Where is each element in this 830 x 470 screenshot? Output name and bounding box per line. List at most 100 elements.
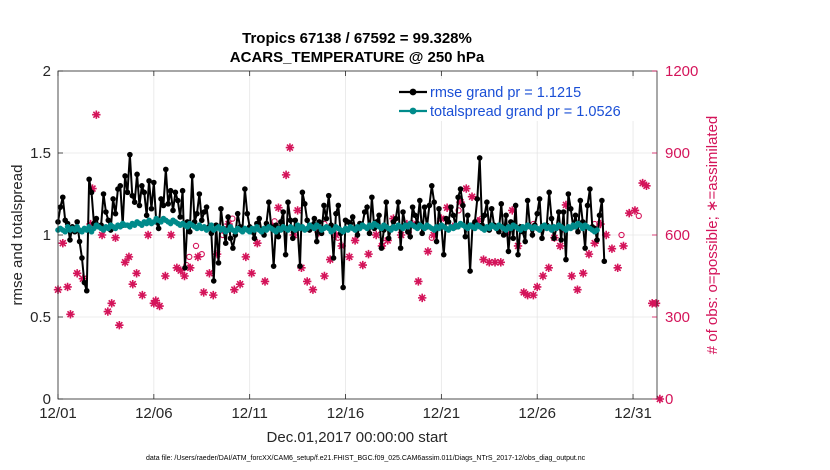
rmse-point [311, 215, 318, 222]
rmse-point [74, 219, 80, 225]
rmse-point [335, 202, 342, 209]
y-tick-label: 2 [43, 63, 51, 80]
obs-assimilated-point [429, 230, 438, 240]
obs-assimilated-point [166, 230, 176, 240]
rmse-point [330, 255, 337, 261]
obs-assimilated-point [467, 192, 477, 201]
rmse-point [383, 199, 390, 205]
obs-assimilated-point [561, 200, 571, 210]
obs-assimilated-point [72, 269, 82, 278]
rmse-point [179, 187, 186, 194]
rmse-point [278, 219, 284, 225]
obs-assimilated-point [115, 321, 124, 330]
rmse-point [110, 196, 116, 202]
rmse-point [534, 210, 540, 217]
rmse-point [93, 215, 100, 222]
obs-assimilated-point [97, 230, 107, 240]
obs-assimilated-point [423, 247, 433, 256]
rmse-point [515, 251, 521, 258]
rmse-point [503, 212, 509, 219]
obs-assimilated-point [613, 263, 622, 272]
obs-assimilated-point [235, 280, 245, 289]
obs-possible-point [618, 231, 625, 239]
rmse-point [364, 204, 370, 210]
rmse-point [198, 217, 205, 224]
rmse-point [428, 183, 435, 189]
rmse-point [407, 233, 414, 240]
obs-assimilated-point [442, 203, 452, 212]
obs-assimilated-point [556, 241, 565, 251]
rmse-point [599, 197, 605, 204]
rmse-point [397, 245, 404, 251]
obs-assimilated-point [508, 206, 517, 215]
rmse-point [385, 235, 392, 242]
rmse-point [457, 186, 464, 192]
obs-assimilated-point [92, 110, 101, 119]
y-tick-label: 1 [43, 227, 51, 244]
rmse-point [536, 196, 543, 202]
obs-assimilated-point [253, 239, 262, 248]
x-tick-label: 12/11 [231, 405, 267, 422]
rmse-point [136, 202, 143, 209]
obs-assimilated-point [285, 143, 295, 152]
rmse-point [177, 214, 183, 220]
obs-assimilated-point [529, 290, 538, 300]
rmse-point [349, 214, 356, 220]
obs-assimilated-point [345, 252, 354, 262]
rmse-point [129, 192, 136, 199]
rmse-point [440, 251, 447, 258]
obs-assimilated-point [308, 285, 318, 294]
rmse-point [498, 201, 505, 207]
rmse-point [196, 191, 203, 197]
rmse-point [234, 210, 241, 217]
obs-assimilated-point [519, 288, 528, 297]
rmse-point [122, 173, 128, 179]
obs-assimilated-point [567, 271, 576, 281]
rmse-point [548, 215, 555, 222]
obs-assimilated-point [193, 252, 203, 262]
obs-assimilated-point [88, 184, 97, 193]
rmse-point [167, 187, 174, 194]
rmse-point [361, 209, 368, 215]
rmse-point [160, 202, 167, 209]
rmse-point [596, 212, 603, 219]
rmse-point [455, 194, 461, 201]
y2-tick-label: 600 [665, 227, 690, 244]
rmse-point [282, 251, 289, 258]
rmse-point [405, 228, 411, 235]
obs-assimilated-point [596, 219, 605, 229]
rmse-point [445, 219, 452, 225]
ticks: 12/01 12/06 12/11 12/16 12/21 12/26 12/31 0 0.5 1… [30, 63, 698, 422]
rmse-point [304, 217, 310, 224]
rmse-point [529, 232, 536, 238]
obs-assimilated-point [573, 285, 582, 294]
obs-assimilated-point [625, 208, 634, 218]
obs-assimilated-point [120, 258, 130, 267]
rmse-point [297, 263, 303, 269]
x-axis-label: Dec.01,2017 00:00:00 start [267, 429, 449, 446]
obs-assimilated-point [538, 271, 548, 281]
chart-subtitle: ACARS_TEMPERATURE @ 250 hPa [230, 49, 485, 66]
rmse-point [67, 237, 73, 243]
rmse-point [421, 204, 428, 210]
x-tick-label: 12/01 [39, 405, 77, 422]
rmse-point [369, 194, 375, 201]
obs-assimilated-point [462, 184, 471, 193]
obs-assimilated-point [607, 244, 617, 253]
rmse-point [409, 204, 416, 210]
rmse-point [81, 279, 88, 286]
obs-possible-point [455, 207, 462, 214]
obs-assimilated-point [331, 230, 341, 240]
obs-assimilated-point [417, 293, 427, 303]
obs-assimilated-point [485, 258, 494, 267]
rmse-point [112, 210, 119, 217]
rmse-point [131, 199, 138, 205]
rmse-point [158, 196, 164, 202]
rmse-point [146, 178, 152, 184]
obs-possible-point [635, 212, 642, 220]
rmse-point [242, 186, 248, 192]
rmse-point [301, 201, 308, 207]
rmse-point [172, 189, 179, 196]
obs-assimilated-point [151, 296, 160, 305]
x-tick-label: 12/26 [518, 405, 556, 422]
